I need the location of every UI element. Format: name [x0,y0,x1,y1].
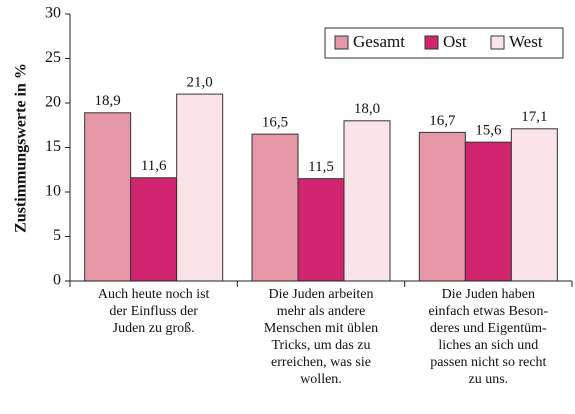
bar [251,133,299,282]
value-label: 16,5 [262,115,288,131]
y-tick-label: 10 [45,183,61,200]
legend-label: West [509,32,543,51]
value-label: 11,5 [308,159,334,175]
x-tick-label-line: Juden zu groß. [113,321,195,336]
value-label: 17,1 [521,109,547,125]
x-tick-label-line: mehr als andere [277,304,366,319]
value-label: 18,0 [354,101,380,117]
value-label: 11,6 [141,158,167,174]
x-tick-label: Die Juden haben einfach etwas Beson-deres… [428,287,548,387]
bar [130,177,178,282]
value-label: 18,9 [95,93,121,109]
bar [418,131,466,282]
legend-label: Gesamt [353,32,405,51]
y-tick-label: 5 [53,227,61,244]
legend-swatch [334,35,349,50]
x-tick-label-line: einfach etwas Beson- [428,304,548,319]
x-tick-label-line: deres und Eigentüm- [430,321,547,336]
x-tick-label-line: erreichen, was sie [271,355,371,370]
legend-swatch [424,35,439,50]
bar [510,128,558,282]
y-tick-label: 20 [45,94,61,111]
x-tick-label-line: Auch heute noch ist [98,287,210,302]
value-label: 15,6 [475,123,502,139]
x-tick-label-line: Menschen mit üblen [264,321,378,336]
x-tick-label-line: Die Juden arbeiten [269,287,374,302]
x-tick-label-line: passen nicht so recht [430,355,546,370]
value-label: 16,7 [429,113,456,129]
x-tick-label: Auch heute noch ist der Einfluss der Juden… [98,287,210,336]
y-tick-label: 30 [45,5,61,22]
x-tick-label-line: Tricks, um das zu [271,338,370,353]
x-tick-label-line: Die Juden haben [442,287,535,302]
legend-box [324,27,564,59]
x-tick-label-line: liches an sich und [438,338,538,353]
x-tick-label-line: zu uns. [468,372,508,387]
bar [176,93,224,282]
bar [464,141,512,282]
bar [343,120,391,282]
x-tick-label-line: wollen. [300,372,342,387]
bar [84,112,132,282]
x-tick-label-line: der Einfluss der [109,304,198,319]
y-tick-label: 25 [45,49,61,66]
legend-swatch [490,35,505,50]
y-axis-label: Zustimmungswerte in % [13,63,30,233]
bar [297,178,345,282]
value-label: 21,0 [187,75,213,91]
x-tick-label: Die Juden arbeiten mehr als andere Mensche… [264,287,378,387]
y-tick-label: 15 [45,138,61,155]
y-tick-label: 0 [53,272,61,289]
legend-label: Ost [443,32,467,51]
